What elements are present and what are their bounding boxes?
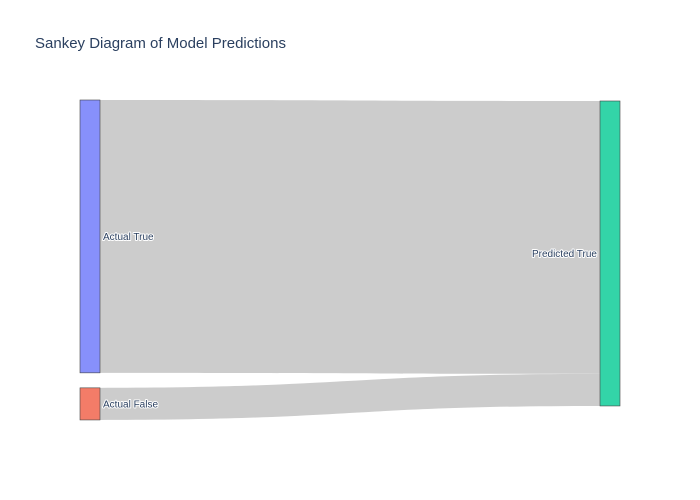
chart-title: Sankey Diagram of Model Predictions <box>35 35 286 52</box>
sankey-node-label-actual-true: Actual True <box>103 232 154 243</box>
sankey-node-label-actual-false: Actual False <box>103 399 158 410</box>
sankey-node-actual-true[interactable] <box>79 99 101 374</box>
sankey-node-actual-false[interactable] <box>79 387 101 421</box>
sankey-node-label-predicted-true: Predicted True <box>532 249 597 260</box>
sankey-link-actual-true[interactable] <box>100 100 600 374</box>
sankey-link-actual-false[interactable] <box>100 373 600 420</box>
sankey-node-predicted-true[interactable] <box>599 100 621 407</box>
